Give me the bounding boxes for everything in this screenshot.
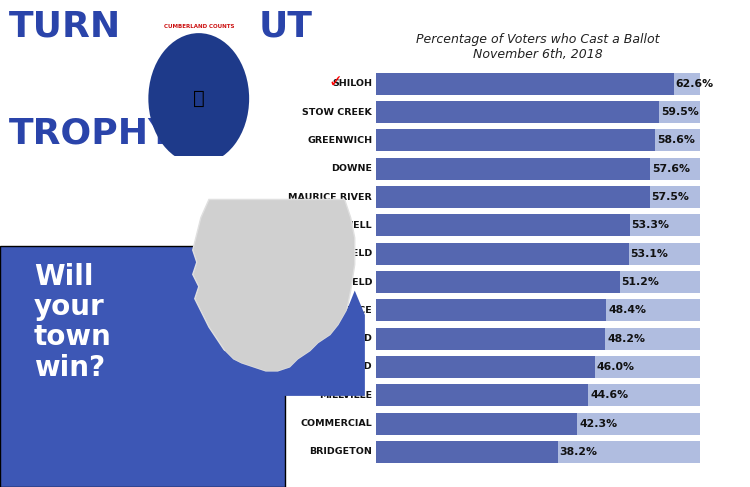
- Text: 46.0%: 46.0%: [597, 362, 634, 372]
- Text: 🙌: 🙌: [193, 89, 205, 108]
- Bar: [376, 356, 595, 378]
- Bar: [376, 130, 655, 151]
- Text: FAIRFIELD: FAIRFIELD: [318, 334, 372, 343]
- Text: 57.5%: 57.5%: [652, 192, 689, 202]
- Text: 62.6%: 62.6%: [676, 79, 714, 89]
- Bar: [376, 412, 578, 435]
- Text: 44.6%: 44.6%: [590, 390, 628, 400]
- Bar: [376, 441, 558, 463]
- Text: HOPEWELL: HOPEWELL: [314, 221, 372, 230]
- Text: TURN: TURN: [9, 10, 122, 44]
- Text: MAURICE RIVER: MAURICE RIVER: [289, 192, 372, 202]
- FancyBboxPatch shape: [0, 246, 285, 487]
- Text: 53.1%: 53.1%: [631, 249, 668, 259]
- Text: MILLVILLE: MILLVILLE: [319, 391, 372, 400]
- Bar: [376, 214, 630, 236]
- Bar: [376, 441, 700, 463]
- Text: STOW CREEK: STOW CREEK: [302, 108, 372, 116]
- Text: 42.3%: 42.3%: [579, 419, 617, 429]
- Bar: [376, 356, 700, 378]
- Bar: [376, 271, 620, 293]
- Polygon shape: [193, 200, 355, 372]
- Text: CUMBERLAND COUNTS: CUMBERLAND COUNTS: [164, 23, 234, 29]
- Bar: [376, 243, 700, 265]
- Circle shape: [148, 33, 249, 164]
- Text: GREENWICH: GREENWICH: [307, 136, 372, 145]
- Bar: [376, 243, 628, 265]
- Text: ✓: ✓: [328, 74, 343, 92]
- Bar: [376, 158, 700, 180]
- Bar: [376, 328, 700, 350]
- Bar: [376, 300, 606, 321]
- Bar: [376, 214, 700, 236]
- Bar: [376, 101, 659, 123]
- Bar: [376, 384, 700, 406]
- Bar: [376, 158, 650, 180]
- Text: 58.6%: 58.6%: [657, 135, 694, 146]
- Text: UT: UT: [259, 10, 313, 44]
- Text: TROPHY: TROPHY: [9, 117, 175, 151]
- Text: VINELAND: VINELAND: [317, 362, 372, 372]
- Bar: [376, 271, 700, 293]
- Text: 53.3%: 53.3%: [632, 220, 670, 230]
- Bar: [376, 186, 650, 208]
- Bar: [376, 300, 700, 321]
- Text: 48.2%: 48.2%: [608, 334, 645, 344]
- Bar: [376, 101, 700, 123]
- Text: 57.6%: 57.6%: [652, 164, 690, 174]
- Bar: [376, 73, 700, 95]
- Bar: [376, 186, 700, 208]
- Text: 59.5%: 59.5%: [661, 107, 699, 117]
- Text: SHILOH: SHILOH: [332, 79, 372, 88]
- Polygon shape: [172, 291, 364, 396]
- Bar: [376, 328, 605, 350]
- Bar: [376, 384, 588, 406]
- Text: BRIDGETON: BRIDGETON: [309, 448, 372, 456]
- Text: UPPER DEERFIELD: UPPER DEERFIELD: [275, 249, 372, 258]
- Text: COMMERCIAL: COMMERCIAL: [301, 419, 372, 428]
- Text: Percentage of Voters who Cast a Ballot
November 6th, 2018: Percentage of Voters who Cast a Ballot N…: [416, 33, 659, 61]
- Text: LAWRENCE: LAWRENCE: [314, 306, 372, 315]
- Text: 48.4%: 48.4%: [608, 305, 646, 316]
- Text: 38.2%: 38.2%: [560, 447, 598, 457]
- Bar: [376, 412, 700, 435]
- Bar: [376, 73, 674, 95]
- Text: DOWNE: DOWNE: [332, 164, 372, 173]
- Bar: [376, 130, 700, 151]
- Text: Will
your
town
win?: Will your town win?: [34, 263, 112, 382]
- Text: DEERFIELD: DEERFIELD: [314, 278, 372, 286]
- Text: 51.2%: 51.2%: [622, 277, 659, 287]
